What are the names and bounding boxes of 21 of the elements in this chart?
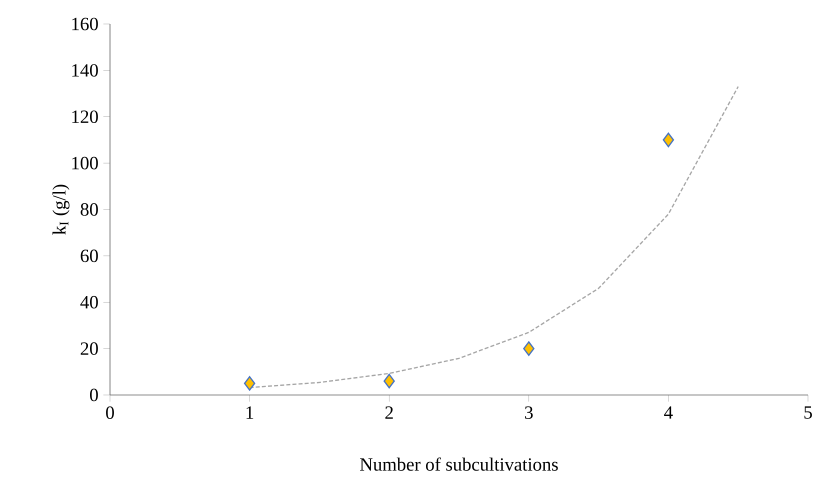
x-tick-label: 4	[664, 406, 673, 419]
y-tick-label: 60	[80, 250, 98, 262]
point	[523, 341, 534, 356]
y-axis-title: k$_{I}$ (g/l)	[52, 184, 70, 235]
x-axis-title: Number of subcultivations	[360, 457, 558, 471]
y-tick-label: 160	[72, 18, 98, 30]
y-tick-label: 140	[72, 64, 98, 77]
y-tick-label: 100	[72, 156, 98, 170]
point	[244, 376, 256, 391]
point	[662, 132, 674, 148]
y-tick-label: 40	[80, 296, 98, 309]
point	[384, 374, 395, 388]
x-tick-label: 3	[525, 406, 533, 419]
x-tick-label: 1	[246, 406, 254, 419]
y-tick-label: 120	[72, 110, 98, 124]
y-tick-label: 20	[80, 342, 98, 355]
y-tick-label: 80	[80, 203, 98, 216]
x-tick-label: 2	[385, 406, 393, 419]
y-tick-label: 0	[90, 388, 98, 402]
x-tick-label: 5	[804, 406, 812, 419]
x-tick-label: 0	[106, 406, 114, 419]
